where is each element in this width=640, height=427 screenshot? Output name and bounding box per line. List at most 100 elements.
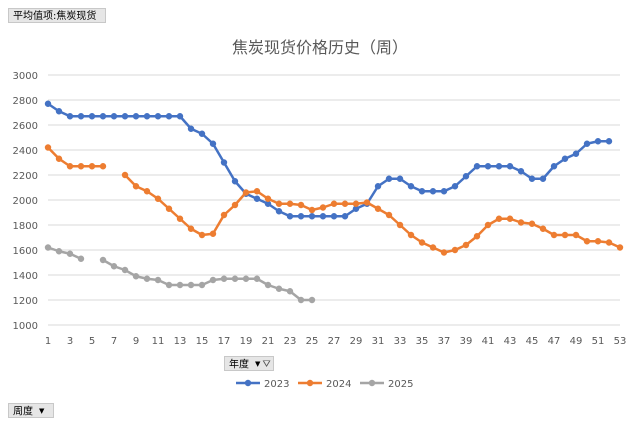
data-point[interactable] — [55, 155, 63, 162]
data-point[interactable] — [143, 113, 151, 120]
data-point[interactable] — [319, 213, 327, 220]
data-point[interactable] — [99, 256, 107, 264]
data-point[interactable] — [462, 173, 470, 180]
data-point[interactable] — [429, 188, 437, 195]
data-point[interactable] — [484, 221, 492, 229]
data-point[interactable] — [275, 200, 283, 207]
data-point[interactable] — [407, 231, 415, 239]
data-point[interactable] — [330, 213, 338, 220]
data-point[interactable] — [561, 155, 569, 162]
data-point[interactable] — [176, 281, 184, 289]
data-point[interactable] — [187, 281, 195, 289]
data-point[interactable] — [429, 244, 437, 251]
data-point[interactable] — [605, 239, 613, 246]
data-point[interactable] — [198, 231, 206, 239]
data-point[interactable] — [121, 113, 129, 120]
data-point[interactable] — [396, 175, 404, 182]
data-point[interactable] — [44, 144, 52, 151]
data-point[interactable] — [583, 140, 591, 147]
data-point[interactable] — [528, 220, 536, 227]
data-point[interactable] — [352, 200, 360, 207]
data-point[interactable] — [209, 140, 217, 147]
data-point[interactable] — [220, 159, 228, 166]
data-point[interactable] — [154, 276, 162, 284]
data-point[interactable] — [308, 296, 316, 304]
data-point[interactable] — [594, 238, 602, 245]
data-point[interactable] — [495, 163, 503, 170]
legend-item[interactable]: 2024 — [298, 379, 351, 390]
data-point[interactable] — [550, 163, 558, 170]
data-point[interactable] — [297, 296, 305, 304]
data-point[interactable] — [286, 200, 294, 207]
data-point[interactable] — [297, 201, 305, 209]
data-point[interactable] — [484, 163, 492, 170]
data-point[interactable] — [473, 163, 481, 170]
data-point[interactable] — [187, 125, 195, 132]
data-point[interactable] — [374, 205, 382, 212]
data-point[interactable] — [539, 175, 547, 182]
data-point[interactable] — [308, 213, 316, 220]
data-point[interactable] — [132, 113, 140, 120]
series-2024[interactable] — [44, 144, 624, 256]
data-point[interactable] — [374, 183, 382, 190]
data-point[interactable] — [88, 113, 96, 120]
data-point[interactable] — [132, 183, 140, 190]
data-point[interactable] — [143, 188, 151, 195]
dropdown-arrow-icon[interactable]: ▼ — [255, 360, 261, 368]
chart-legend[interactable]: 2023 2024 2025 — [236, 379, 413, 390]
data-point[interactable] — [110, 113, 118, 120]
data-point[interactable] — [341, 200, 349, 207]
data-point[interactable] — [550, 231, 558, 239]
data-point[interactable] — [77, 163, 85, 170]
data-point[interactable] — [88, 163, 96, 170]
data-point[interactable] — [572, 150, 580, 157]
data-point[interactable] — [506, 163, 514, 170]
data-point[interactable] — [572, 231, 580, 239]
data-point[interactable] — [143, 275, 151, 282]
data-point[interactable] — [253, 188, 261, 195]
data-point[interactable] — [99, 163, 107, 170]
data-point[interactable] — [165, 281, 173, 289]
data-point[interactable] — [154, 113, 162, 120]
data-point[interactable] — [242, 275, 250, 282]
series-2025[interactable] — [44, 244, 316, 304]
data-point[interactable] — [517, 168, 525, 175]
week-field-button[interactable]: 周度 ▼ — [8, 403, 54, 418]
data-point[interactable] — [55, 248, 63, 255]
data-point[interactable] — [330, 200, 338, 207]
data-point[interactable] — [264, 195, 272, 202]
data-point[interactable] — [473, 233, 481, 240]
data-point[interactable] — [231, 178, 239, 185]
filter-icon[interactable]: ⛛ — [262, 359, 271, 370]
data-point[interactable] — [121, 266, 129, 274]
data-point[interactable] — [297, 213, 305, 220]
series-2023[interactable] — [44, 100, 613, 220]
data-point[interactable] — [506, 215, 514, 222]
data-point[interactable] — [418, 188, 426, 195]
data-point[interactable] — [165, 113, 173, 120]
data-point[interactable] — [132, 273, 140, 280]
data-point[interactable] — [154, 195, 162, 202]
data-point[interactable] — [220, 211, 228, 219]
data-point[interactable] — [341, 213, 349, 220]
data-point[interactable] — [440, 188, 448, 195]
data-point[interactable] — [561, 231, 569, 239]
data-point[interactable] — [308, 206, 316, 214]
data-point[interactable] — [242, 189, 250, 196]
data-point[interactable] — [99, 113, 107, 120]
data-point[interactable] — [66, 163, 74, 170]
data-point[interactable] — [264, 281, 272, 289]
data-point[interactable] — [77, 113, 85, 120]
data-point[interactable] — [462, 241, 470, 249]
value-field-button[interactable]: 平均值项:焦炭现货 — [8, 8, 106, 23]
data-point[interactable] — [594, 138, 602, 145]
data-point[interactable] — [275, 285, 283, 292]
data-point[interactable] — [385, 211, 393, 219]
data-point[interactable] — [385, 175, 393, 182]
data-point[interactable] — [418, 239, 426, 246]
data-point[interactable] — [66, 250, 74, 257]
data-point[interactable] — [407, 183, 415, 190]
legend-item[interactable]: 2023 — [236, 379, 289, 390]
data-point[interactable] — [198, 130, 206, 137]
data-point[interactable] — [264, 200, 272, 207]
